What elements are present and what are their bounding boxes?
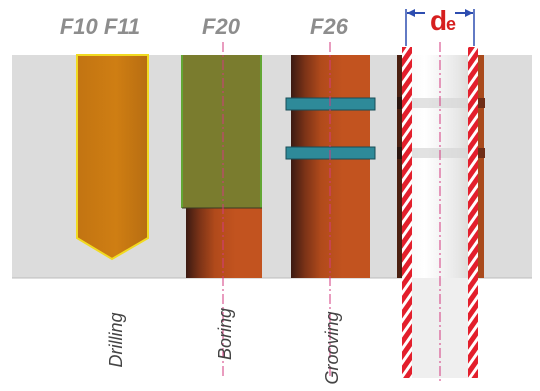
- bore-groove-shadow-top: [404, 98, 478, 108]
- bore-left-groove-bottom: [397, 147, 404, 159]
- finished-bore-lower: [404, 278, 478, 378]
- bore-right-wall: [478, 55, 484, 278]
- grooving-label: Grooving: [322, 311, 342, 384]
- bore-left-wall-dark: [397, 55, 403, 278]
- diameter-label-main: d: [430, 5, 447, 36]
- diameter-label-sub: e: [446, 14, 456, 34]
- arrow-icon: [465, 9, 473, 17]
- grooving-code-label: F26: [310, 14, 349, 39]
- left-diameter-hatch: [402, 47, 412, 378]
- drill-tool: [76, 54, 149, 261]
- bore-left-groove-top: [397, 97, 404, 109]
- arrow-icon: [407, 9, 415, 17]
- finished-bore-upper: [404, 55, 478, 278]
- boring-label: Boring: [215, 308, 235, 360]
- drilling-code-label: F10 F11: [60, 14, 140, 39]
- boring-bar: [182, 55, 262, 208]
- boring-code-label: F20: [202, 14, 241, 39]
- bore-right-groove-bottom: [478, 148, 485, 158]
- right-diameter-hatch: [468, 47, 478, 378]
- drilling-label: Drilling: [106, 312, 126, 367]
- bore-groove-shadow-bottom: [404, 148, 478, 158]
- bore-right-groove-top: [478, 98, 485, 108]
